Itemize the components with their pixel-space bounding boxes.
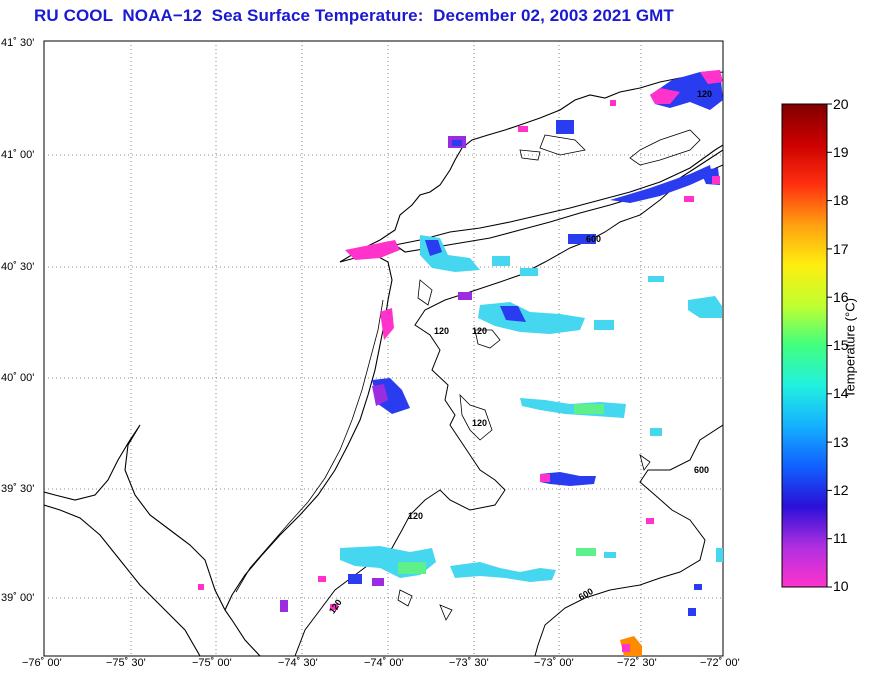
sst-patch [688, 296, 722, 318]
coastline-new-jersey [224, 254, 393, 611]
sst-patch [345, 240, 400, 260]
sst-patch [520, 268, 538, 276]
sst-patch [518, 126, 528, 132]
longitude-label: −72˚ 30' [617, 657, 657, 669]
sst-patch [198, 584, 204, 590]
colorbar-tick-label: 15 [833, 337, 849, 353]
isobath-120-shoal [459, 393, 493, 441]
sst-patch [458, 292, 472, 300]
contour-label: 120 [697, 89, 712, 99]
longitude-label: −72˚ 00' [700, 657, 740, 669]
sst-patch [694, 584, 702, 590]
colorbar-tick-label: 18 [833, 192, 849, 208]
colorbar-tick-label: 14 [833, 385, 849, 401]
colorbar-title: Temperature (°C) [842, 298, 858, 398]
sst-patch [330, 604, 338, 610]
colorbar-tick-label: 10 [833, 578, 849, 594]
isobath-120-shoal [474, 329, 501, 349]
sst-patch [450, 562, 556, 582]
latitude-label: 41˚ 30' [1, 37, 35, 49]
latitude-label: 39˚ 00' [1, 592, 35, 604]
sst-patch [604, 552, 616, 558]
sst-patch [610, 165, 712, 203]
sst-patch [398, 562, 426, 574]
colorbar-tick-label: 20 [833, 96, 849, 112]
colorbar-tick-label: 13 [833, 434, 849, 450]
sst-patch [372, 578, 384, 586]
sst-patch [280, 600, 288, 612]
longitude-label: −74˚ 30' [278, 657, 318, 669]
sst-patch [610, 100, 616, 106]
isobath-120-shoal [417, 279, 433, 306]
longitude-label: −74˚ 00' [364, 657, 404, 669]
colorbar-tick-label: 12 [833, 482, 849, 498]
contour-label: 600 [586, 234, 601, 244]
contour-label: 600 [694, 465, 709, 475]
sst-patch [700, 70, 723, 84]
isobath-120-shoal [397, 589, 413, 607]
isobath-600-shoal [639, 454, 651, 471]
page-title: RU COOL NOAA−12 Sea Surface Temperature:… [34, 6, 674, 25]
barrier-islands [235, 299, 384, 593]
isobath-120-shoal [439, 604, 453, 621]
contour-label: 120 [472, 418, 487, 428]
sst-patch [540, 474, 550, 482]
sst-patch [684, 196, 694, 202]
sst-patch [348, 574, 362, 584]
longitude-label: −76˚ 00' [22, 657, 62, 669]
sst-patch [594, 320, 614, 330]
coastline-delmarva [44, 504, 201, 656]
sst-patch [650, 428, 662, 436]
isobath-120-shoal [539, 134, 586, 156]
sst-patch [716, 548, 723, 562]
longitude-label: −73˚ 30' [449, 657, 489, 669]
sst-patch [650, 88, 680, 104]
sst-patch [318, 576, 326, 582]
colorbar-ticks [827, 103, 832, 588]
sst-patch [425, 240, 442, 256]
sst-patch [492, 256, 510, 266]
sst-patch [500, 306, 526, 322]
sst-patch [648, 276, 664, 282]
colorbar-tick-label: 19 [833, 144, 849, 160]
sst-patch [556, 120, 574, 134]
sst-patch [452, 140, 462, 146]
latitude-label: 39˚ 30' [1, 483, 35, 495]
latitude-label: 41˚ 00' [1, 149, 35, 161]
sst-patch [574, 404, 604, 414]
longitude-label: −75˚ 30' [106, 657, 146, 669]
longitude-label: −75˚ 00' [192, 657, 232, 669]
sst-patch [622, 644, 630, 652]
sst-patch [372, 384, 388, 406]
colorbar [781, 103, 828, 588]
contour-label: 120 [472, 326, 487, 336]
sst-patch [540, 472, 596, 486]
isobath-600-line [534, 424, 723, 656]
sst-patch [712, 176, 720, 184]
isobath-120-shoal [519, 149, 541, 161]
colorbar-tick-label: 16 [833, 289, 849, 305]
sst-patches [198, 70, 723, 656]
latitude-label: 40˚ 00' [1, 372, 35, 384]
colorbar-tick-label: 17 [833, 241, 849, 257]
contour-label: 120 [434, 326, 449, 336]
latitude-label: 40˚ 30' [1, 261, 35, 273]
long-island-outline [393, 144, 723, 253]
isobath-120-shoal [629, 129, 701, 166]
longitude-label: −73˚ 00' [534, 657, 574, 669]
sst-patch [646, 518, 654, 524]
coastline-delaware-bay [44, 424, 226, 611]
coastline-cape-may [224, 609, 261, 656]
sst-patch [568, 234, 596, 244]
coastline-connecticut [339, 71, 723, 263]
contour-label: 120 [408, 511, 423, 521]
colorbar-tick-label: 11 [833, 530, 848, 546]
sst-patch [688, 608, 696, 616]
sst-patch [380, 308, 394, 340]
sst-patch [576, 548, 596, 556]
